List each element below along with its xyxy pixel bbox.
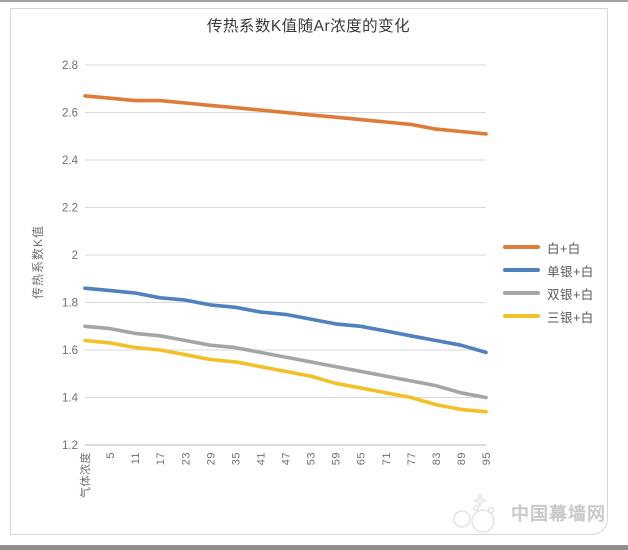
legend-item: 白+白 [503,240,594,256]
x-tick-label: 59 [331,452,343,465]
chart-title: 传热系数K值随Ar浓度的变化 [206,18,411,35]
x-tick-label: 65 [356,452,368,465]
screenshot-top-border [0,0,628,2]
legend-line-swatch [503,245,540,249]
legend-item: 单银+白 [503,263,594,279]
sparkle-icon [472,493,488,508]
x-tick-label: 95 [481,452,493,465]
legend-label: 单银+白 [547,264,594,279]
y-tick-label: 2.8 [62,60,78,72]
screenshot-bottom-border [0,545,628,550]
y-tick-label: 1.8 [62,298,78,310]
y-axis-tick-labels: 2.8 2.6 2.4 2.2 2 1.8 1.6 1.4 1.2 [62,60,79,452]
y-tick-label: 1.4 [62,393,79,405]
x-axis-tick-labels: 气体浓度 5 11 17 23 29 35 41 47 53 59 65 71 77 83 89 95 [78,452,493,498]
legend-label: 双银+白 [547,287,594,302]
x-tick-label: 71 [381,452,393,465]
x-tick-label: 83 [431,452,443,465]
x-tick-label: 5 [105,452,117,459]
legend-item: 三银+白 [503,309,594,325]
x-tick-label: 41 [255,452,267,465]
legend: 白+白 单银+白 双银+白 三银+白 [503,240,594,325]
x-tick-label: 23 [180,452,192,465]
x-tick-label: 17 [155,452,167,465]
y-tick-label: 2 [72,250,78,262]
gridlines [85,64,486,446]
series-line-双银+白 [83,324,488,400]
y-tick-label: 2.4 [62,155,79,167]
x-tick-label: 47 [281,452,293,465]
watermark-text: 中国幕墙网 [511,504,606,524]
x-tick-label: 11 [130,452,142,464]
y-tick-label: 1.6 [62,345,78,357]
legend-line-swatch [503,291,540,295]
legend-item: 双银+白 [503,286,594,302]
series-line-单银+白 [83,286,488,355]
x-tick-label: 89 [456,452,468,465]
legend-line-swatch [503,314,540,318]
x-tick-label: 29 [205,452,217,465]
x-tick-label: 气体浓度 [78,452,92,498]
series-line-三银+白 [83,338,488,414]
y-axis-title: 传热系数K值 [30,225,45,299]
legend-line-swatch [503,268,540,272]
chart-frame [10,8,608,535]
watermark-mascot-icon [453,493,495,533]
x-tick-label: 77 [406,452,418,465]
x-tick-label: 35 [230,452,242,465]
y-tick-label: 2.6 [62,108,78,120]
y-tick-label: 2.2 [62,203,78,215]
legend-label: 三银+白 [547,310,594,325]
watermark: 中国幕墙网 [452,492,606,534]
legend-label: 白+白 [547,241,581,256]
series-lines [83,94,488,414]
y-tick-label: 1.2 [62,440,78,452]
x-tick-label: 53 [306,452,318,465]
series-line-白+白 [83,94,488,136]
